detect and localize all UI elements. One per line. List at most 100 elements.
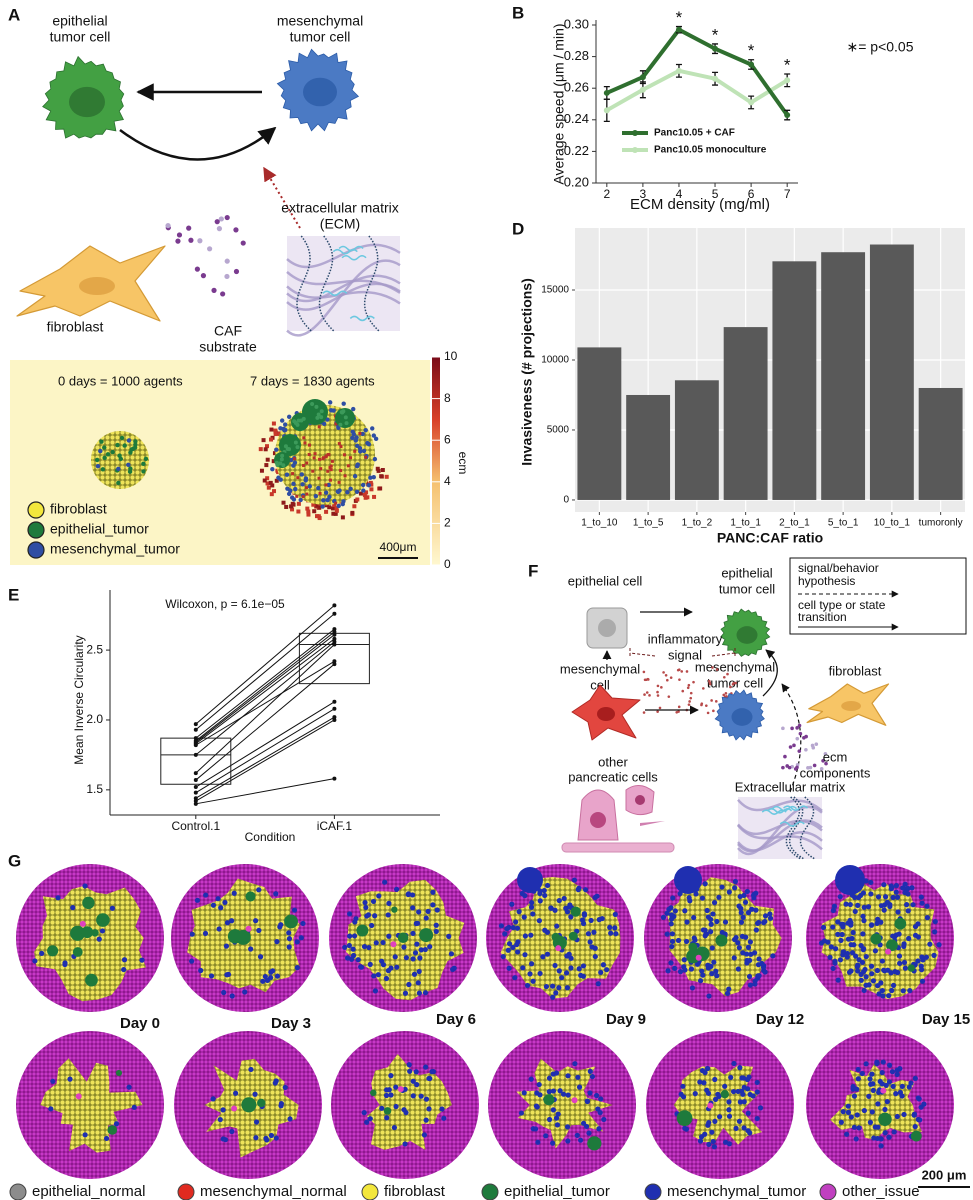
tumor-agent	[294, 939, 300, 945]
tumor-clump	[70, 925, 86, 941]
pancreatic-cell-nucleus	[590, 812, 606, 828]
ecm-agent	[264, 463, 269, 468]
label: ecm	[823, 749, 848, 764]
signal-dot	[656, 684, 660, 688]
label: tumor cell	[50, 29, 111, 45]
tumor-agent	[751, 950, 758, 956]
tumor-agent	[878, 1143, 884, 1149]
ecm-dot	[804, 747, 808, 752]
tumor-agent	[528, 932, 534, 938]
tumor-clump	[907, 964, 916, 972]
tumor-agent	[890, 1083, 896, 1089]
tumor-agent	[699, 895, 706, 901]
signal-dot	[642, 711, 646, 714]
tumor-agent	[371, 973, 377, 979]
tumor-agent	[50, 1078, 56, 1084]
tumor-agent	[529, 900, 535, 906]
tumor-agent	[754, 1115, 760, 1122]
ecm-agent	[305, 492, 309, 496]
tumor-agent	[402, 1086, 408, 1092]
tumor-agent	[591, 929, 597, 935]
label: extracellular matrix	[281, 200, 398, 216]
tumor-agent	[669, 938, 676, 945]
tumor-agent	[394, 964, 400, 970]
tumor-agent	[837, 957, 844, 963]
tumor-agent	[582, 887, 589, 893]
tumor-clump	[241, 1097, 257, 1113]
ecm-fiber	[364, 235, 380, 332]
tumor-agent	[433, 922, 439, 928]
agent	[288, 488, 293, 493]
tumor-agent	[861, 987, 867, 994]
tumor-agent	[693, 891, 699, 897]
agent	[278, 426, 283, 431]
tumor-agent	[692, 1091, 698, 1097]
label: signal	[668, 647, 702, 662]
tumor-agent	[899, 1093, 905, 1099]
tumor-clump	[568, 931, 578, 941]
tumor-agent	[869, 922, 875, 928]
tumor-agent	[598, 1096, 604, 1102]
caf-substrate-dot	[207, 246, 213, 252]
tumor-agent	[576, 966, 582, 972]
agent	[337, 488, 342, 493]
tumor-agent	[48, 1106, 54, 1112]
signal-dot	[724, 692, 728, 695]
ecm-agent	[272, 489, 277, 494]
tumor-agent	[286, 930, 292, 936]
tumor-agent	[553, 990, 559, 996]
ecm-agent	[307, 453, 311, 457]
tumor-agent	[572, 1061, 578, 1067]
agent	[372, 456, 378, 462]
ecm-agent	[301, 495, 305, 499]
agent	[366, 482, 372, 488]
tumor-agent	[372, 988, 379, 994]
ecm-agent	[353, 449, 357, 453]
tumor-agent	[915, 1116, 921, 1123]
tumor-agent	[550, 1088, 557, 1094]
tumor-agent	[416, 990, 422, 996]
tumor-agent	[714, 918, 720, 925]
ecm-agent	[304, 486, 308, 490]
other-agent	[231, 1105, 238, 1112]
tumor-agent	[506, 965, 512, 971]
ecm-agent	[317, 502, 322, 507]
tumor-agent	[739, 933, 746, 939]
label: (ECM)	[320, 216, 360, 232]
mesenchymal-tumor-cell-nucleus	[303, 77, 337, 107]
tumor-agent	[506, 941, 513, 947]
label: other	[598, 754, 628, 769]
agent	[363, 428, 368, 433]
agent	[326, 482, 331, 488]
ecm-agent	[305, 461, 309, 465]
tumor-agent	[522, 952, 528, 958]
label: transition	[798, 610, 847, 624]
ecm-dot	[788, 745, 793, 749]
tumor-agent	[189, 931, 195, 937]
tumor-agent	[520, 965, 526, 971]
ecm-agent	[334, 501, 338, 505]
signal-dot	[656, 710, 659, 713]
ecm-agent	[295, 494, 299, 498]
tumor-agent	[344, 955, 351, 961]
legend-marker	[27, 521, 45, 539]
tumor-agent	[912, 1124, 918, 1130]
tumor-agent	[528, 904, 535, 910]
signal-dot	[689, 691, 693, 695]
tumor-agent	[552, 962, 558, 969]
tumor-agent	[716, 894, 722, 900]
tumor-agent	[510, 925, 516, 931]
epithelial-cell-nucleus	[598, 619, 616, 637]
ecm-agent	[363, 495, 368, 500]
tumor-agent	[875, 894, 882, 900]
fibroblast-nucleus	[841, 701, 861, 711]
tumor-agent	[217, 1116, 223, 1123]
tumor-agent	[708, 963, 714, 970]
tumor-agent	[62, 961, 68, 968]
tumor-clump	[587, 1136, 602, 1151]
tumor-agent	[712, 1096, 719, 1102]
tumor-agent	[702, 881, 708, 887]
significance-marker: *	[784, 55, 791, 74]
tumor-agent	[754, 1089, 760, 1095]
pair-line	[195, 638, 335, 745]
